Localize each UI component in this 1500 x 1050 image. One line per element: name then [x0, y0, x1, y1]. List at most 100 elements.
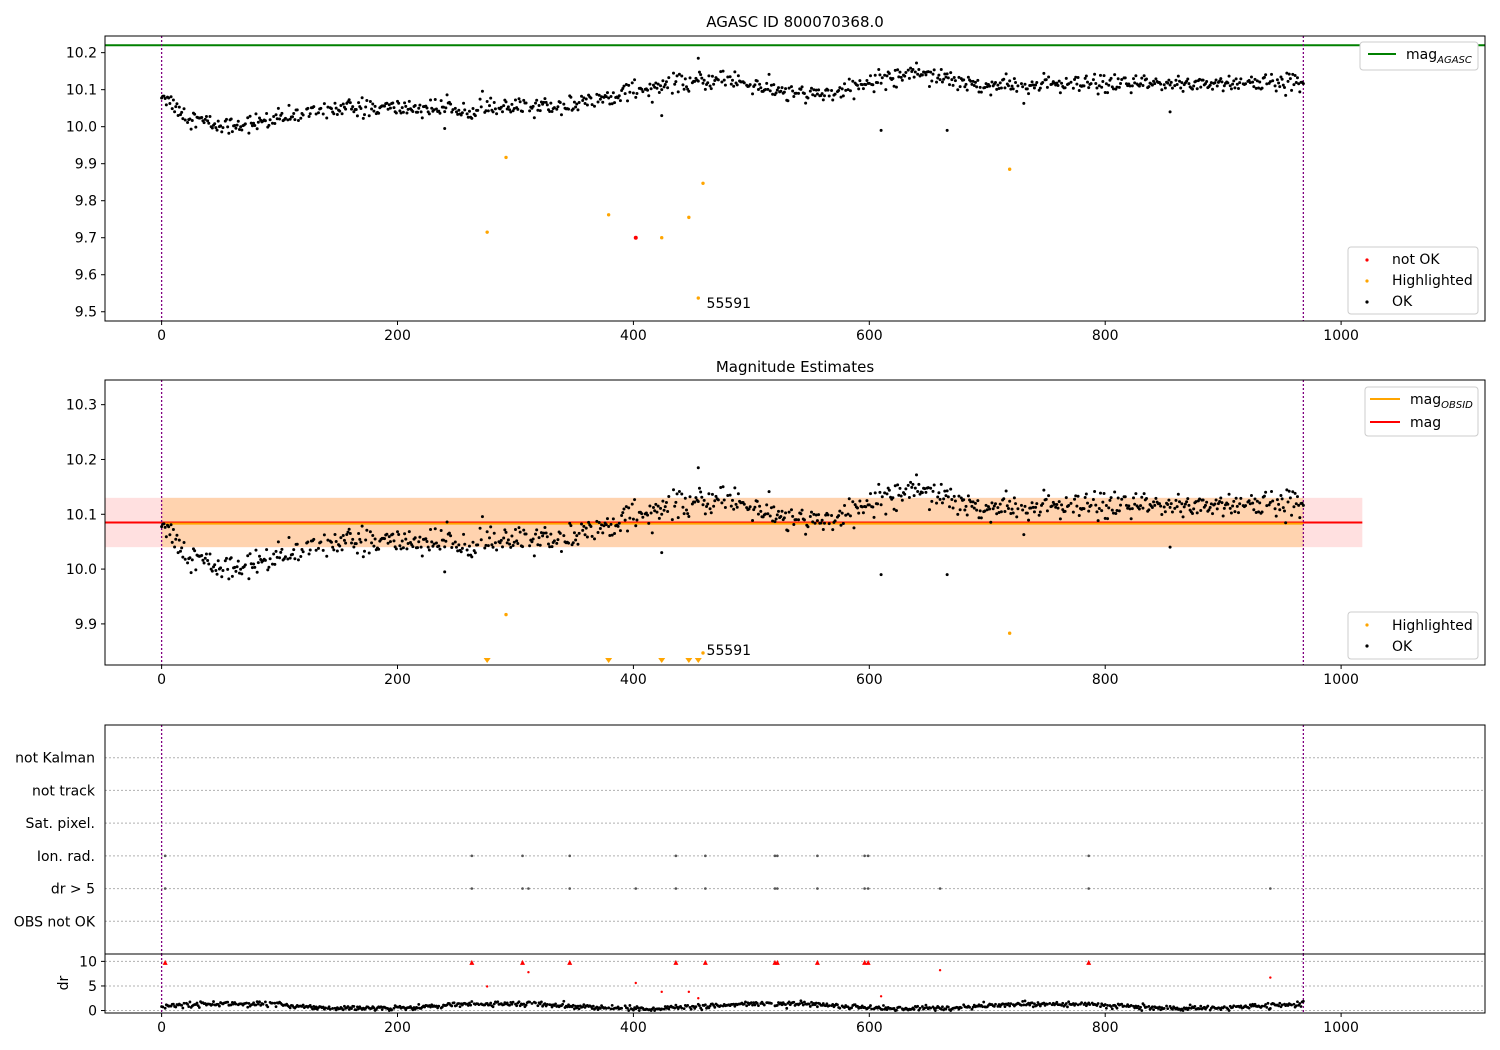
- ok-point: [952, 76, 956, 80]
- dr-point: [598, 1006, 602, 1010]
- ok-point: [291, 115, 295, 119]
- ok-point: [861, 87, 865, 91]
- legend-agasc[interactable]: magAGASC: [1359, 41, 1479, 71]
- dr-point: [468, 1001, 471, 1005]
- ok-point: [1016, 84, 1020, 88]
- ok-point: [439, 528, 443, 532]
- ok-point: [687, 515, 691, 519]
- ok-point: [848, 514, 852, 518]
- ok-point: [581, 528, 585, 532]
- dr-point: [799, 999, 803, 1003]
- ok-point: [1290, 513, 1294, 517]
- ok-point: [1211, 87, 1215, 91]
- ok-point: [1253, 497, 1257, 501]
- ok-point: [391, 101, 395, 105]
- ok-point: [784, 87, 788, 91]
- ok-point: [1182, 505, 1186, 509]
- ok-point: [773, 520, 777, 524]
- ok-point: [1166, 503, 1170, 507]
- ok-point: [480, 89, 484, 93]
- ok-point: [602, 524, 606, 528]
- ok-point: [907, 76, 911, 80]
- ok-point: [444, 539, 448, 543]
- ok-point: [252, 562, 256, 566]
- ok-point: [884, 88, 888, 92]
- ok-point: [270, 121, 274, 125]
- ok-point: [787, 86, 791, 90]
- ok-point: [256, 561, 260, 565]
- ok-point: [471, 107, 475, 111]
- dr-point: [1048, 1002, 1052, 1005]
- ok-point: [299, 116, 303, 120]
- ok-point: [640, 87, 644, 91]
- ok-point: [1286, 500, 1290, 504]
- ok-point: [1163, 86, 1167, 90]
- ok-point: [226, 125, 230, 129]
- x-tick-label: 800: [1092, 1020, 1119, 1036]
- dr-point: [626, 1006, 629, 1010]
- ok-point: [429, 528, 433, 532]
- dr-point: [328, 1007, 332, 1011]
- ok-point: [210, 126, 214, 130]
- ok-point: [411, 110, 415, 114]
- ok-point: [989, 520, 993, 524]
- ok-point: [1137, 84, 1141, 88]
- ok-point: [236, 559, 240, 563]
- ok-point: [1010, 84, 1014, 88]
- ok-point: [1003, 510, 1007, 514]
- ok-point: [1293, 74, 1297, 78]
- ok-point: [416, 546, 420, 550]
- ok-point: [314, 548, 318, 552]
- ok-point: [1265, 504, 1269, 508]
- ok-point: [900, 78, 904, 82]
- flag-point: [866, 854, 870, 858]
- ok-point: [660, 512, 664, 516]
- ok-point: [492, 531, 496, 535]
- ok-point: [556, 538, 560, 542]
- dr-point: [1031, 1005, 1035, 1009]
- ok-point: [806, 96, 810, 100]
- flag-point: [470, 854, 474, 858]
- ok-point: [877, 67, 881, 71]
- ok-point: [939, 482, 943, 486]
- ok-point: [1221, 89, 1225, 93]
- legend-status[interactable]: Highlighted OK: [1347, 611, 1479, 660]
- ok-point: [265, 112, 269, 116]
- ok-point: [1262, 494, 1266, 498]
- ok-point: [1115, 85, 1119, 89]
- ok-point: [1190, 512, 1194, 516]
- dr-point: [197, 1006, 201, 1009]
- ok-point: [1251, 501, 1255, 505]
- ok-point: [699, 490, 703, 494]
- ok-point: [1044, 497, 1048, 501]
- ok-point: [670, 91, 674, 95]
- dr-point: [314, 1005, 318, 1009]
- dr-point: [311, 1007, 314, 1011]
- ok-point: [411, 545, 415, 549]
- ok-point: [646, 88, 650, 92]
- dr-point: [1159, 1008, 1163, 1012]
- ok-point: [502, 536, 506, 540]
- dr-point: [970, 1007, 974, 1011]
- dr-point: [229, 1003, 233, 1007]
- ok-point: [443, 545, 447, 549]
- ok-point: [853, 503, 857, 507]
- ok-point: [650, 100, 654, 104]
- ok-point: [868, 74, 872, 78]
- ok-point: [1257, 510, 1261, 514]
- ok-point: [755, 499, 759, 503]
- legend-subscript: AGASC: [1436, 55, 1472, 66]
- ok-point: [826, 88, 830, 92]
- ok-point: [194, 125, 198, 129]
- ok-point: [542, 531, 546, 535]
- highlighted-point: [1007, 167, 1012, 171]
- ok-point: [654, 502, 658, 506]
- legend-magnitudes[interactable]: magOBSID mag: [1364, 386, 1479, 437]
- ok-point: [756, 512, 760, 516]
- ok-point: [506, 538, 510, 542]
- legend-status[interactable]: not OK Highlighted OK: [1347, 246, 1479, 315]
- plot-frame: [104, 35, 1486, 322]
- ok-point: [288, 117, 292, 121]
- ok-point: [373, 104, 377, 108]
- y-tick-label: 9.7: [75, 231, 97, 247]
